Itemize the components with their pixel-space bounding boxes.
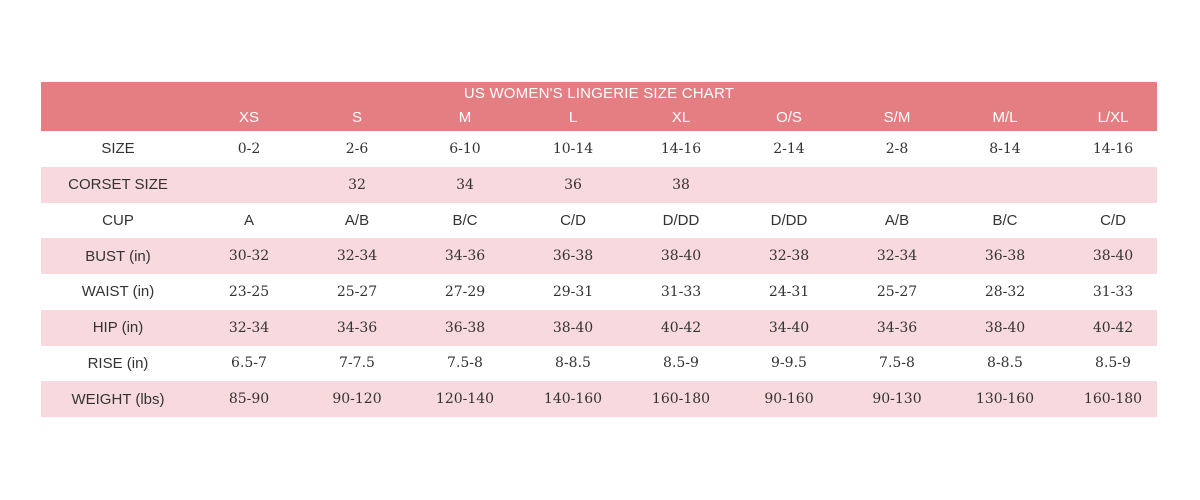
table-cell: 0-2 <box>237 140 261 157</box>
row-label: CORSET SIZE <box>68 176 168 194</box>
table-cell: 36-38 <box>552 248 594 265</box>
size-header-cell: S <box>351 109 362 126</box>
table-cell: 6-10 <box>449 140 481 157</box>
table-cell: 23-25 <box>228 283 270 300</box>
size-header-row: XS S M L XL O/S S/M M/L L/XL <box>41 109 1157 126</box>
row-label: BUST (in) <box>85 247 151 265</box>
table-cell: 10-14 <box>552 140 594 157</box>
table-cell: 90-160 <box>764 391 814 408</box>
table-cell: 38-40 <box>660 248 702 265</box>
table-cell: 31-33 <box>1092 283 1134 300</box>
table-cell: 28-32 <box>984 283 1026 300</box>
table-row: CUP A A/B B/C C/D D/DD D/DD A/B B/C C/D <box>41 202 1157 239</box>
row-label: WEIGHT (lbs) <box>71 390 165 408</box>
table-cell: D/DD <box>662 211 700 229</box>
table-cell: 7.5-8 <box>447 355 483 372</box>
table-cell: 32-38 <box>768 248 810 265</box>
table-cell: 29-31 <box>552 283 594 300</box>
size-header-cell: XS <box>238 109 259 126</box>
table-cell: 14-16 <box>1092 140 1134 157</box>
table-cell: 9-9.5 <box>771 355 807 372</box>
table-cell: 2-6 <box>345 140 369 157</box>
table-row: BUST (in) 30-32 32-34 34-36 36-38 38-40 32-38 3… <box>41 238 1157 274</box>
table-cell: B/C <box>992 211 1018 229</box>
table-cell: C/D <box>560 211 586 229</box>
row-label: RISE (in) <box>87 354 149 372</box>
table-cell: C/D <box>1100 211 1126 229</box>
table-cell: 32-34 <box>228 319 270 336</box>
table-cell: 90-120 <box>332 391 382 408</box>
table-cell: 120-140 <box>435 391 495 408</box>
table-cell: 7-7.5 <box>339 355 375 372</box>
table-cell: 8.5-9 <box>1095 355 1131 372</box>
table-cell: 2-8 <box>885 140 909 157</box>
table-cell: A/B <box>884 211 910 229</box>
table-cell: 32-34 <box>336 248 378 265</box>
table-cell: 34-36 <box>444 248 486 265</box>
row-label: CUP <box>102 211 134 229</box>
table-cell: 27-29 <box>444 283 486 300</box>
size-header-cell: O/S <box>776 109 802 126</box>
table-row: WAIST (in) 23-25 25-27 27-29 29-31 31-33 24-31… <box>41 274 1157 310</box>
size-header-cell: L/XL <box>1097 109 1129 126</box>
table-cell: 38-40 <box>552 319 594 336</box>
table-cell: 32-34 <box>876 248 918 265</box>
table-cell: 160-180 <box>651 391 711 408</box>
table-cell: 34-36 <box>876 319 918 336</box>
table-cell: 140-160 <box>543 391 603 408</box>
table-cell: 34-36 <box>336 319 378 336</box>
table-cell: 40-42 <box>1092 319 1134 336</box>
table-row: WEIGHT (lbs) 85-90 90-120 120-140 140-160 160… <box>41 381 1157 417</box>
table-cell: 30-32 <box>228 248 270 265</box>
table-cell: 31-33 <box>660 283 702 300</box>
table-cell: 36 <box>564 176 582 193</box>
table-cell: 8-8.5 <box>555 355 591 372</box>
row-label: SIZE <box>101 140 135 158</box>
table-cell: 90-130 <box>872 391 922 408</box>
chart-body: SIZE 0-2 2-6 6-10 10-14 14-16 2-14 2-8 8-14 14-16… <box>41 131 1157 417</box>
table-cell: D/DD <box>770 211 808 229</box>
table-row: SIZE 0-2 2-6 6-10 10-14 14-16 2-14 2-8 8-14 14-16 <box>41 131 1157 167</box>
chart-header: US WOMEN'S LINGERIE SIZE CHART XS S M L … <box>41 82 1157 131</box>
table-cell: 36-38 <box>984 248 1026 265</box>
table-cell: 24-31 <box>768 283 810 300</box>
table-cell: 130-160 <box>975 391 1035 408</box>
table-row: RISE (in) 6.5-7 7-7.5 7.5-8 8-8.5 8.5-9 9-9.5 7… <box>41 345 1157 382</box>
row-label: HIP (in) <box>92 319 144 337</box>
header-label-spacer <box>41 109 195 126</box>
table-row: HIP (in) 32-34 34-36 36-38 38-40 40-42 34-40 34… <box>41 309 1157 346</box>
table-cell: 7.5-8 <box>879 355 915 372</box>
table-cell: 8.5-9 <box>663 355 699 372</box>
table-cell: 25-27 <box>336 283 378 300</box>
table-cell: 25-27 <box>876 283 918 300</box>
chart-title: US WOMEN'S LINGERIE SIZE CHART <box>463 85 735 102</box>
table-row: CORSET SIZE 32 34 36 38 <box>41 166 1157 203</box>
table-cell: A <box>243 211 254 229</box>
table-cell: 38 <box>672 176 690 193</box>
table-cell: 85-90 <box>228 391 270 408</box>
table-cell: B/C <box>452 211 478 229</box>
size-header-cell: L <box>568 109 578 126</box>
table-cell: 36-38 <box>444 319 486 336</box>
size-header-cell: M/L <box>992 109 1018 126</box>
size-header-cell: S/M <box>883 109 911 126</box>
table-cell: 38-40 <box>984 319 1026 336</box>
table-cell: 34-40 <box>768 319 810 336</box>
table-cell: 14-16 <box>660 140 702 157</box>
table-cell: 40-42 <box>660 319 702 336</box>
row-label: WAIST (in) <box>81 283 155 301</box>
table-cell: 160-180 <box>1083 391 1143 408</box>
table-cell: 38-40 <box>1092 248 1134 265</box>
table-cell: 34 <box>456 176 474 193</box>
size-header-cell: M <box>458 109 472 126</box>
table-cell: 6.5-7 <box>231 355 267 372</box>
table-cell: 8-14 <box>989 140 1021 157</box>
table-cell: 8-8.5 <box>987 355 1023 372</box>
size-chart: US WOMEN'S LINGERIE SIZE CHART XS S M L … <box>41 82 1157 417</box>
table-cell: A/B <box>344 211 370 229</box>
table-cell: 2-14 <box>773 140 805 157</box>
size-header-cell: XL <box>671 109 691 126</box>
table-cell: 32 <box>348 176 366 193</box>
